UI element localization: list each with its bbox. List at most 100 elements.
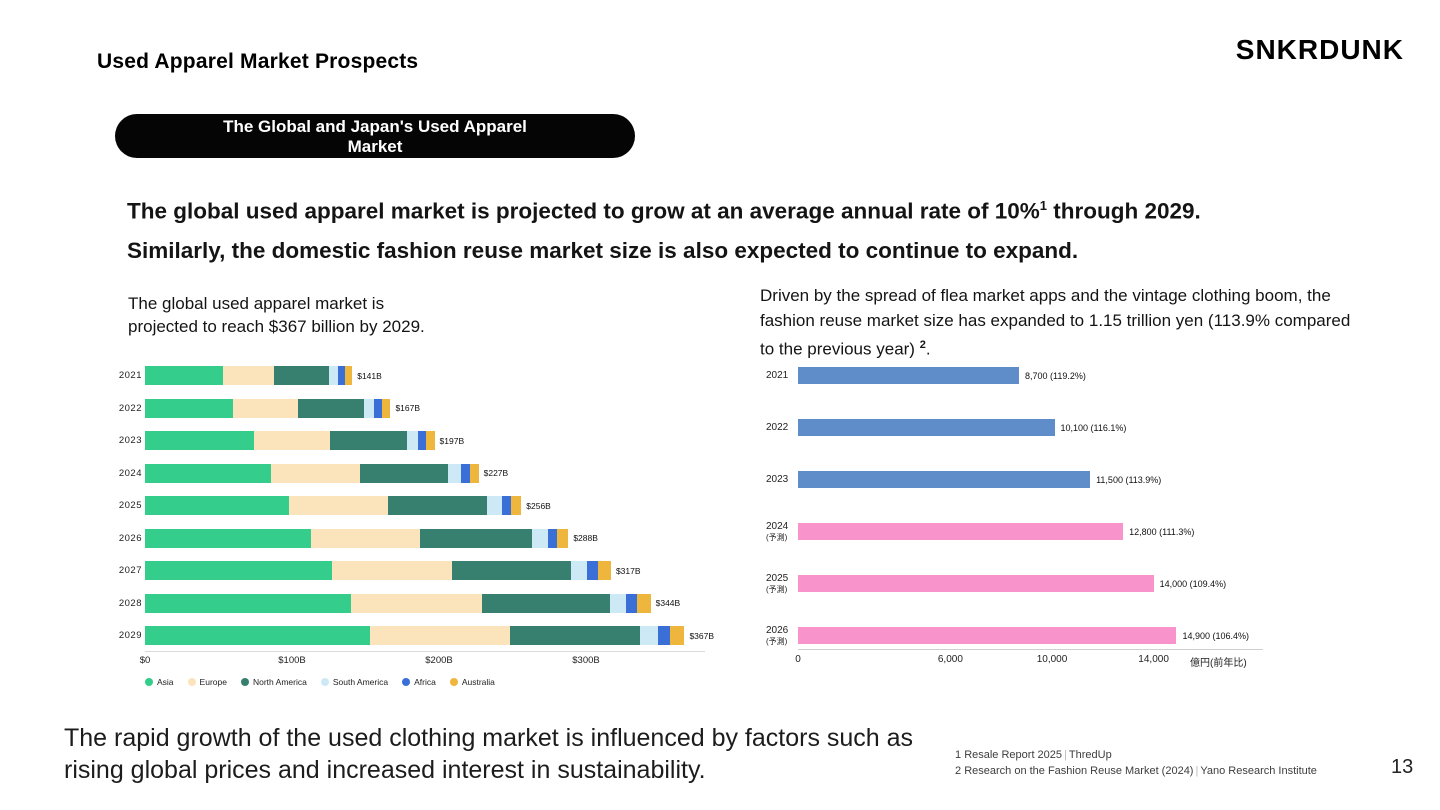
global-used-apparel-chart: 2021 $141B 2022 $167B 2023 $197B 2024 $227B 2025… [106, 366, 756, 687]
chart2-bar-wrap: 14,900 (106.4%) [798, 627, 1249, 644]
chart2-axis-unit-label: 億円(前年比) [1190, 658, 1247, 669]
chart1-total-label: $344B [655, 598, 681, 608]
chart2-bar-wrap: 12,800 (111.3%) [798, 523, 1194, 540]
chart2-year-label: 2021 [766, 370, 798, 381]
chart2-row-2026: 2026 (予測) 14,900 (106.4%) [766, 625, 1326, 646]
chart2-bar [798, 471, 1091, 488]
bar-segment-south-america [640, 626, 658, 645]
chart2-year-text: 2022 [766, 422, 789, 433]
brand-logo: SNKRDUNK [1235, 34, 1404, 65]
chart2-bar [798, 367, 1019, 384]
chart2-year-text: 2025 [766, 572, 789, 584]
chart2-x-tick: 10,000 [1036, 654, 1068, 665]
right-caption-end: . [925, 339, 931, 359]
footnote-2-separator: | [1195, 764, 1199, 777]
legend-item-europe: Europe [187, 676, 227, 687]
chart2-bar [798, 419, 1055, 436]
fashion-reuse-market-chart: 2021 8,700 (119.2%) 2022 10,100 (116.1%) 202… [766, 367, 1326, 669]
chart1-bar-stack: $227B [145, 463, 508, 483]
bar-segment-europe [289, 496, 388, 515]
bar-segment-europe [233, 398, 298, 418]
bar-segment-south-america [328, 366, 338, 385]
bar-segment-europe [369, 626, 510, 645]
chart1-row-2029: 2029 $367B [106, 626, 756, 645]
chart1-bar-stack: $344B [145, 593, 681, 613]
bar-segment-south-america [531, 528, 548, 548]
bar-segment-asia [145, 366, 223, 385]
bar-segment-australia [510, 496, 522, 515]
chart2-year-label: 2024 (予測) [766, 521, 798, 543]
bar-segment-north-america [419, 528, 532, 548]
bar-segment-australia [425, 431, 435, 450]
bar-segment-africa [461, 463, 470, 483]
left-chart-caption: The global used apparel market is projec… [128, 294, 425, 336]
bar-segment-north-america [359, 463, 448, 483]
chart2-bar-wrap: 11,500 (113.9%) [798, 471, 1161, 488]
chart2-bar-wrap: 14,000 (109.4%) [798, 575, 1226, 592]
intro-text-cont: through 2029. Similarly, the domestic fa… [127, 198, 1201, 263]
chart1-row-2022: 2022 $167B [106, 398, 756, 418]
bar-segment-asia [145, 496, 290, 515]
legend-item-south-america: South America [320, 677, 388, 687]
legend-item-africa: Africa [402, 677, 436, 687]
chart1-year-label: 2028 [118, 597, 142, 609]
chart1-legend: Asia Europe North America South America Afri… [145, 677, 756, 687]
chart1-row-2027: 2027 $317B [106, 561, 756, 580]
bar-segment-asia [145, 626, 370, 645]
chart1-row-2021: 2021 $141B [106, 366, 756, 385]
footnote-1-source: ThredUp [1068, 749, 1112, 761]
bar-segment-africa [658, 626, 670, 645]
chart2-value-label: 14,900 (106.4%) [1182, 630, 1249, 641]
bar-segment-asia [145, 528, 312, 548]
bar-segment-south-america [609, 593, 626, 613]
chart1-year-label: 2021 [118, 370, 142, 381]
bar-segment-australia [344, 366, 353, 385]
footnote-1-separator: | [1064, 749, 1067, 761]
bar-segment-asia [145, 593, 351, 613]
chart1-total-label: $197B [439, 435, 465, 446]
chart1-x-tick: $0 [139, 654, 151, 666]
chart2-bar [798, 523, 1124, 540]
bar-segment-europe [253, 431, 331, 450]
chart1-year-label: 2027 [118, 565, 142, 576]
bar-segment-australia [556, 528, 569, 548]
bar-segment-asia [145, 463, 272, 483]
legend-item-australia: Australia [449, 677, 495, 687]
legend-dot-icon [449, 677, 458, 686]
bar-segment-australia [597, 561, 611, 580]
intro-paragraph: The global used apparel market is projec… [127, 186, 1262, 270]
bar-segment-europe [331, 561, 453, 580]
badge-line-1: The Global and Japan's Used Apparel [223, 117, 527, 136]
footnote-1-num: 1 [955, 749, 962, 761]
chart2-year-text: 2021 [766, 370, 789, 381]
footnotes: 1 Resale Report 2025 | ThredUp 2 Research … [955, 748, 1317, 779]
chart1-bar-stack: $288B [145, 528, 598, 548]
bar-segment-europe [311, 528, 420, 548]
bar-segment-asia [145, 431, 254, 450]
chart1-bar-stack: $141B [145, 366, 382, 385]
bar-segment-north-america [297, 398, 364, 418]
intro-footnote-ref: 1 [1039, 198, 1048, 213]
bar-segment-africa [337, 366, 345, 385]
chart2-year-label: 2025 (予測) [766, 573, 798, 595]
chart2-year-text: 2024 [766, 520, 789, 532]
legend-dot-icon [240, 677, 249, 686]
chart2-x-tick: 0 [795, 654, 801, 665]
legend-dot-icon [320, 677, 329, 686]
chart2-value-label: 10,100 (116.1%) [1060, 422, 1127, 433]
footnote-1-text: Resale Report 2025 [964, 749, 1063, 761]
chart1-total-label: $256B [526, 500, 551, 511]
bar-segment-europe [222, 366, 275, 385]
chart1-total-label: $167B [395, 403, 421, 413]
chart1-year-label: 2026 [118, 532, 142, 544]
bar-segment-europe [350, 593, 482, 613]
chart2-year-label: 2023 [766, 474, 798, 485]
chart1-year-label: 2025 [118, 500, 142, 511]
bar-segment-north-america [481, 593, 610, 613]
right-chart-caption: Driven by the spread of flea market apps… [760, 283, 1360, 362]
bar-segment-africa [418, 431, 426, 450]
legend-label: Europe [199, 676, 227, 687]
bar-segment-africa [547, 528, 557, 548]
bar-segment-asia [145, 398, 234, 418]
